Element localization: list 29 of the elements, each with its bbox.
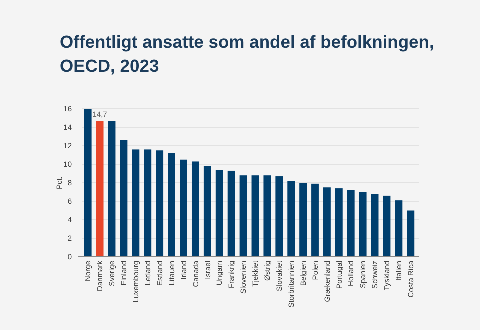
bar xyxy=(324,188,331,257)
bar xyxy=(228,170,236,257)
bar xyxy=(359,192,367,257)
bar xyxy=(252,176,260,257)
bar xyxy=(300,183,308,257)
bar xyxy=(407,210,415,257)
bar xyxy=(276,176,284,257)
bar xyxy=(132,150,140,257)
bar xyxy=(84,109,92,257)
bar xyxy=(180,160,188,257)
bar xyxy=(347,190,355,257)
bar xyxy=(108,121,116,257)
bar xyxy=(144,150,152,257)
bar xyxy=(312,184,319,257)
bar xyxy=(156,150,164,257)
bar xyxy=(120,140,128,257)
bar xyxy=(204,166,212,257)
bar xyxy=(216,170,224,257)
bar xyxy=(371,194,379,257)
bar xyxy=(240,176,248,257)
chart-title: Offentligt ansatte som andel af befolkningen, OECD, 2023 xyxy=(60,32,434,76)
bar xyxy=(335,188,343,257)
bar xyxy=(96,121,104,257)
bar xyxy=(288,181,296,257)
bar xyxy=(395,200,403,257)
bar xyxy=(168,153,176,257)
bar xyxy=(264,176,272,257)
bar xyxy=(192,162,200,257)
bar xyxy=(383,196,391,257)
